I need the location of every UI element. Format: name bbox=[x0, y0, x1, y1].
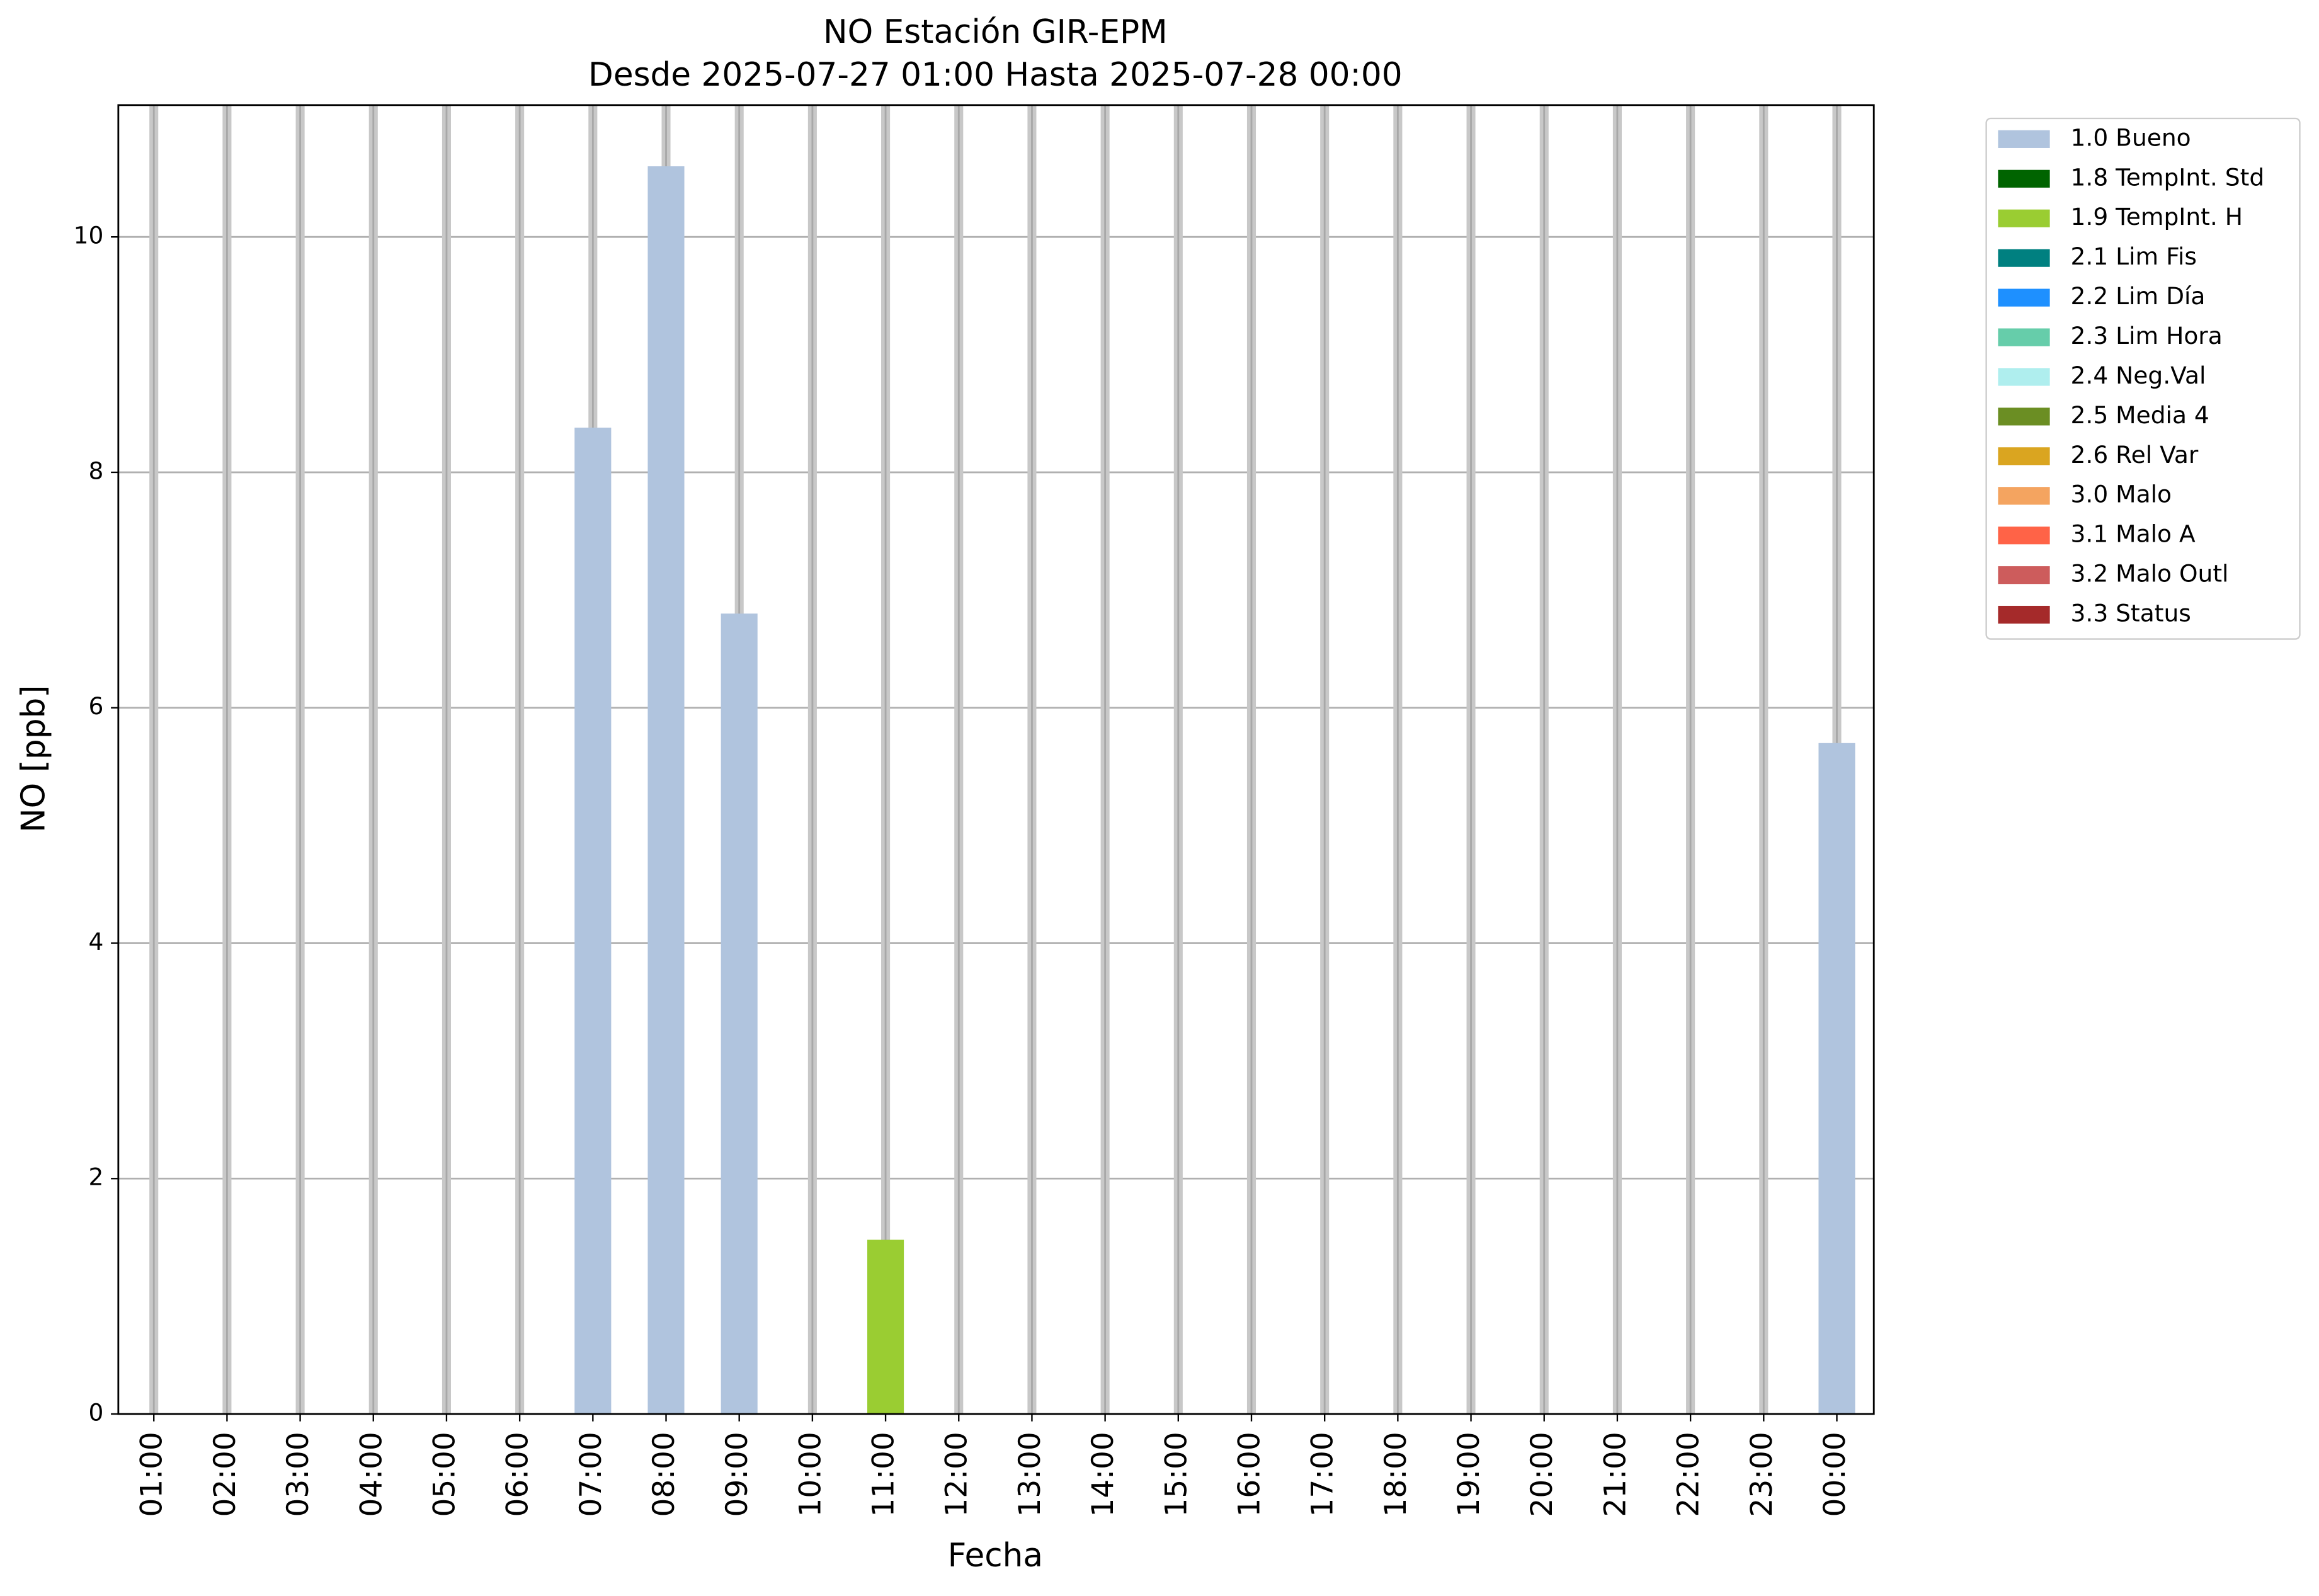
x-tick-label: 21:00 bbox=[1598, 1432, 1632, 1517]
y-axis-label: NO [ppb] bbox=[14, 685, 52, 833]
bar-segment bbox=[1818, 743, 1855, 1415]
legend-swatch bbox=[1998, 566, 2050, 584]
x-tick-label: 23:00 bbox=[1745, 1432, 1779, 1517]
legend-box bbox=[1985, 117, 2301, 640]
bar-segment bbox=[721, 613, 758, 1415]
x-tick-label: 12:00 bbox=[940, 1432, 974, 1517]
x-tick-label: 20:00 bbox=[1525, 1432, 1559, 1517]
axes: 0 2 4 6 8 10 01:00 02:00 03:00 04:00 05:00 06:00 07:… bbox=[74, 222, 1852, 1517]
x-tick-label: 16:00 bbox=[1232, 1432, 1267, 1517]
legend-label: 3.1 Malo A bbox=[2071, 520, 2196, 548]
chart-title: NO Estación GIR-EPM bbox=[823, 13, 1168, 51]
chart-subtitle: Desde 2025-07-27 01:00 Hasta 2025-07-28 … bbox=[588, 56, 1403, 94]
bar-segment bbox=[574, 427, 612, 1415]
legend-label: 2.3 Lim Hora bbox=[2071, 322, 2223, 350]
legend-label: 1.9 TempInt. H bbox=[2071, 203, 2243, 231]
legend-label: 3.2 Malo Outl bbox=[2071, 560, 2229, 588]
x-tick-label: 04:00 bbox=[354, 1432, 389, 1517]
legend-label: 2.1 Lim Fis bbox=[2071, 242, 2197, 270]
x-tick-label: 19:00 bbox=[1452, 1432, 1486, 1517]
legend-swatch bbox=[1998, 328, 2050, 346]
x-tick-label: 11:00 bbox=[867, 1432, 901, 1517]
legend-swatch bbox=[1998, 209, 2050, 227]
legend-swatch bbox=[1998, 130, 2050, 148]
x-tick-label: 05:00 bbox=[427, 1432, 462, 1517]
legend-label: 1.0 Bueno bbox=[2071, 123, 2191, 151]
legend-label: 2.6 Rel Var bbox=[2071, 441, 2199, 469]
x-tick-label: 18:00 bbox=[1379, 1432, 1413, 1517]
legend-label: 2.2 Lim Día bbox=[2071, 282, 2206, 310]
plot-frame bbox=[117, 104, 1875, 1415]
y-tick-label: 6 bbox=[88, 692, 103, 720]
legend-label: 1.8 TempInt. Std bbox=[2071, 163, 2265, 191]
legend-label: 2.4 Neg.Val bbox=[2071, 362, 2206, 389]
grid bbox=[118, 105, 1874, 1415]
y-tick-label: 2 bbox=[88, 1163, 103, 1191]
x-tick-label: 17:00 bbox=[1306, 1432, 1340, 1517]
x-tick-label: 09:00 bbox=[720, 1432, 755, 1517]
x-tick-label: 07:00 bbox=[574, 1432, 608, 1517]
legend-swatch bbox=[1998, 288, 2050, 307]
legend-label: 3.3 Status bbox=[2071, 600, 2191, 627]
x-tick-label: 10:00 bbox=[793, 1432, 828, 1517]
legend-label: 3.0 Malo bbox=[2071, 481, 2172, 508]
legend-swatch bbox=[1998, 447, 2050, 465]
bar-segment bbox=[647, 166, 685, 1415]
legend-swatch bbox=[1998, 605, 2050, 624]
y-tick-label: 8 bbox=[88, 457, 103, 484]
x-tick-label: 14:00 bbox=[1086, 1432, 1120, 1517]
legend-swatch bbox=[1998, 368, 2050, 386]
x-tick-label: 08:00 bbox=[647, 1432, 681, 1517]
x-tick-label: 01:00 bbox=[135, 1432, 169, 1517]
x-tick-label: 06:00 bbox=[501, 1432, 535, 1517]
legend-swatch bbox=[1998, 169, 2050, 188]
bars bbox=[574, 166, 1855, 1415]
x-tick-label: 22:00 bbox=[1672, 1432, 1706, 1517]
legend-swatch bbox=[1998, 527, 2050, 545]
x-axis-label: Fecha bbox=[948, 1537, 1043, 1575]
legend-swatch bbox=[1998, 408, 2050, 426]
legend: 1.0 Bueno 1.8 TempInt. Std 1.9 TempInt. H 2… bbox=[1998, 123, 2264, 627]
legend-swatch bbox=[1998, 249, 2050, 267]
x-tick-label: 02:00 bbox=[208, 1432, 242, 1517]
x-tick-label: 13:00 bbox=[1013, 1432, 1047, 1517]
legend-swatch bbox=[1998, 487, 2050, 505]
y-tick-label: 0 bbox=[88, 1399, 103, 1427]
x-tick-label: 15:00 bbox=[1159, 1432, 1194, 1517]
legend-label: 2.5 Media 4 bbox=[2071, 401, 2209, 429]
bar-segment bbox=[867, 1240, 904, 1415]
x-tick-label: 03:00 bbox=[281, 1432, 316, 1517]
y-tick-label: 10 bbox=[74, 222, 104, 249]
y-tick-label: 4 bbox=[88, 928, 103, 955]
x-tick-label: 00:00 bbox=[1818, 1432, 1852, 1517]
